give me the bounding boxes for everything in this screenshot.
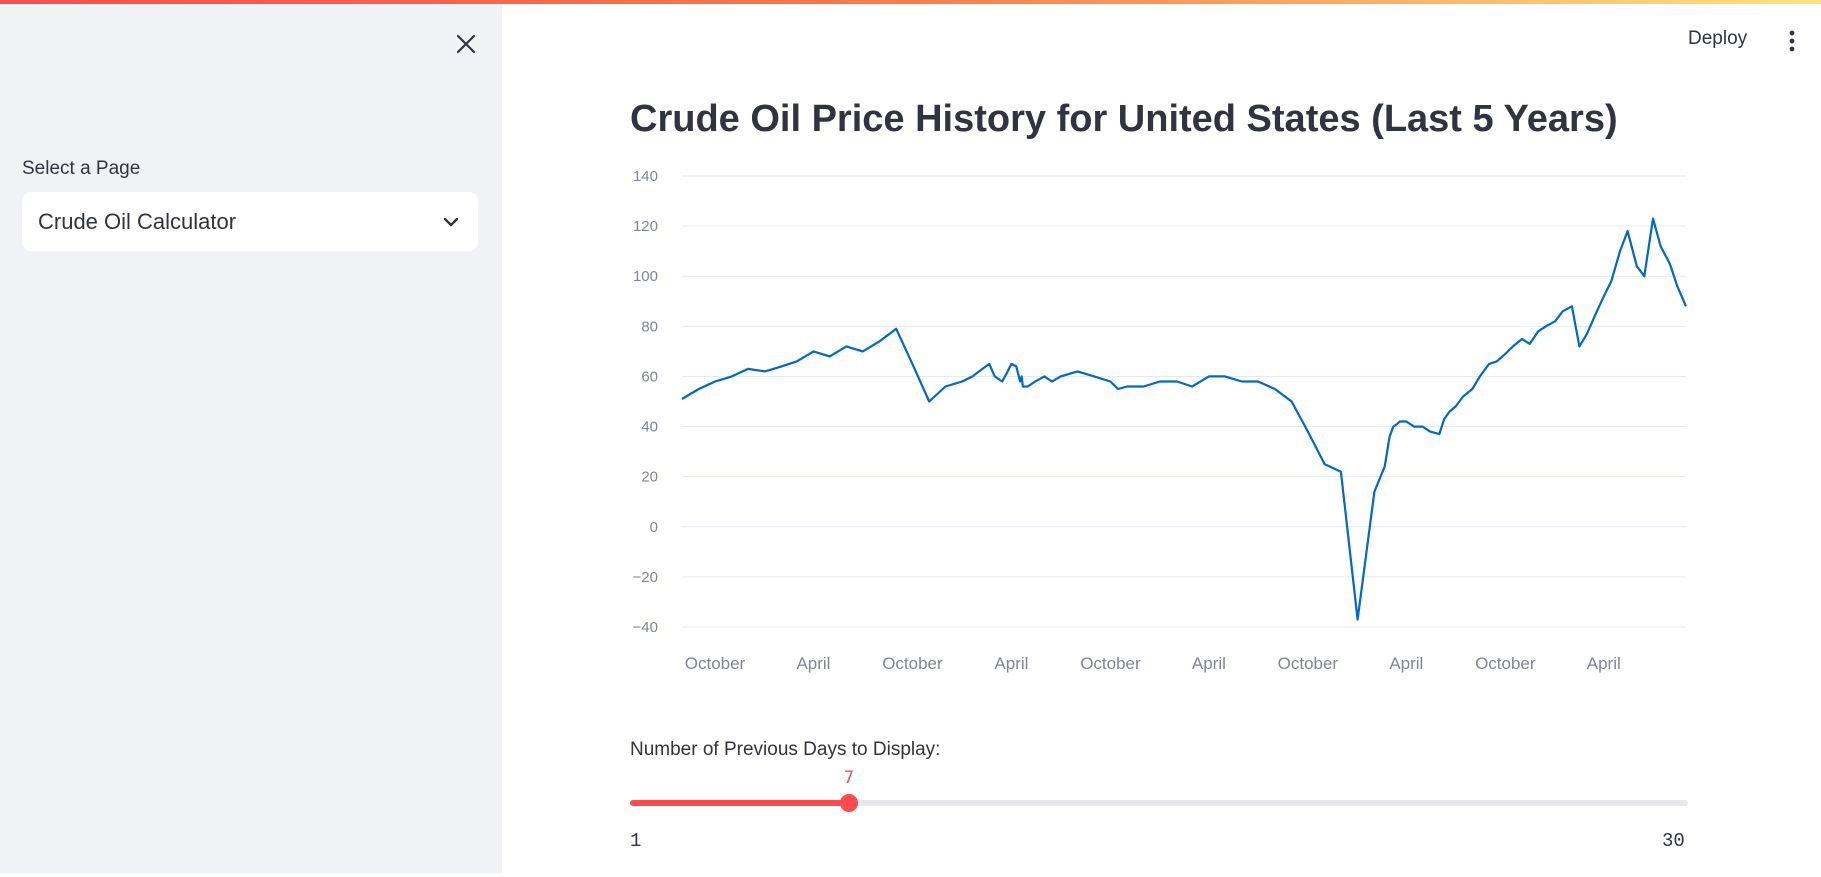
deploy-button[interactable]: Deploy	[1688, 28, 1748, 49]
days-slider-min: 1	[630, 830, 642, 852]
days-slider-thumb[interactable]	[839, 794, 858, 812]
page-select-value: Crude Oil Calculator	[38, 208, 237, 234]
y-tick-label: −20	[633, 569, 658, 586]
days-slider-label: Number of Previous Days to Display:	[630, 739, 941, 760]
days-slider-fill	[630, 800, 849, 806]
main-menu-button[interactable]	[1780, 26, 1804, 56]
kebab-menu-icon	[1789, 30, 1795, 52]
price-series-line	[681, 217, 1688, 621]
days-slider-value: 7	[843, 768, 855, 788]
main-area: Deploy Crude Oil Price History for Unite…	[502, 4, 1821, 873]
x-tick-label: October	[1080, 654, 1141, 673]
y-tick-label: 20	[641, 469, 658, 486]
page-select-label: Select a Page	[22, 158, 141, 179]
close-icon	[456, 34, 476, 54]
x-tick-label: October	[882, 654, 943, 673]
sidebar: Select a Page Crude Oil Calculator	[0, 4, 502, 873]
x-tick-label: April	[1192, 654, 1226, 673]
price-history-chart: 140 120 100 80 60 40 20 0 −20 −40 October April Octo…	[633, 168, 1688, 673]
y-tick-label: 40	[641, 419, 658, 436]
page-title: Crude Oil Price History for United State…	[630, 98, 1618, 140]
y-tick-label: 80	[641, 318, 658, 335]
chevron-down-icon	[440, 211, 462, 233]
y-tick-label: 140	[633, 168, 658, 185]
x-tick-label: April	[1389, 654, 1423, 673]
y-tick-label: −40	[633, 619, 658, 636]
y-tick-label: 0	[650, 519, 658, 536]
close-sidebar-button[interactable]	[448, 26, 484, 62]
x-tick-label: April	[796, 654, 830, 673]
y-tick-label: 120	[633, 218, 658, 235]
x-tick-label: October	[685, 654, 746, 673]
days-slider-max: 30	[1662, 830, 1685, 852]
x-tick-label: April	[1587, 654, 1621, 673]
top-decoration-bar	[0, 0, 1821, 4]
x-tick-label: October	[1475, 654, 1536, 673]
x-tick-label: April	[994, 654, 1028, 673]
y-tick-label: 60	[641, 368, 658, 385]
x-tick-label: October	[1278, 654, 1339, 673]
page-select[interactable]: Crude Oil Calculator	[22, 192, 478, 251]
days-slider[interactable]: 7	[630, 768, 1688, 812]
y-tick-label: 100	[633, 268, 658, 285]
